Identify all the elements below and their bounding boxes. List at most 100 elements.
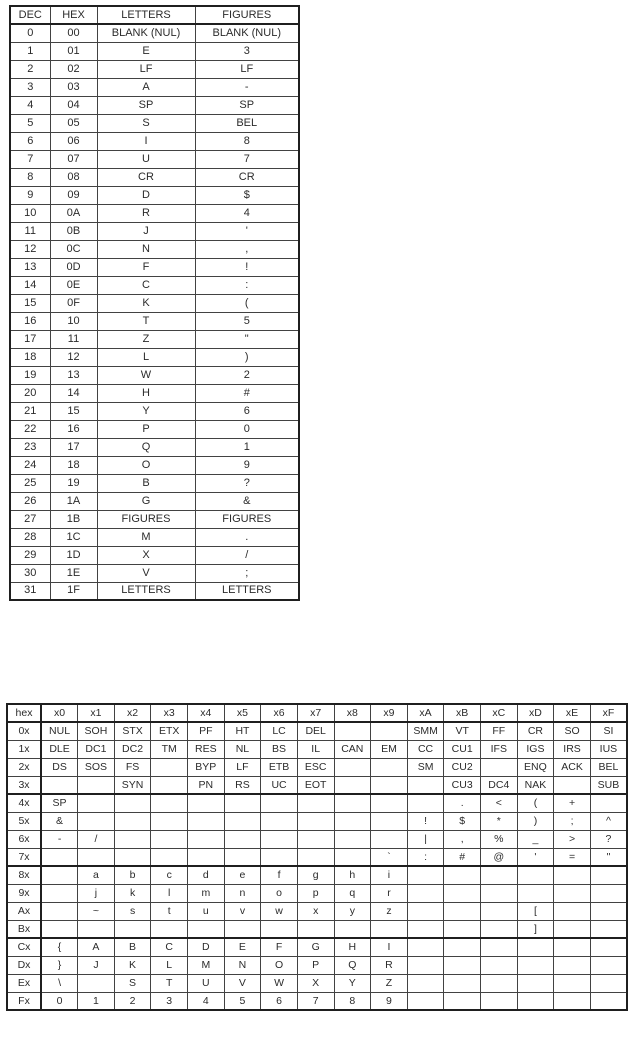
table-cell (223, 847, 262, 867)
table-cell: K (96, 293, 196, 313)
table-cell: DC2 (113, 739, 152, 759)
table-cell: o (260, 883, 298, 903)
table-cell: G (296, 937, 335, 957)
table-cell: P (296, 955, 335, 975)
column-header: x0 (40, 703, 79, 723)
table-cell: CC (406, 739, 445, 759)
table-cell (516, 883, 555, 903)
table-cell (370, 811, 408, 831)
table-cell: BLANK (NUL) (96, 23, 196, 43)
table-cell: 13 (49, 365, 98, 385)
table-cell: J (96, 221, 196, 241)
table-cell: X (296, 973, 335, 993)
table-cell: D (96, 185, 196, 205)
table-cell: BLANK (NUL) (194, 23, 300, 43)
table-cell: j (77, 883, 115, 903)
table-cell: 24 (9, 455, 51, 475)
table-cell: } (40, 955, 79, 975)
table-cell: O (96, 455, 196, 475)
table-cell: DC4 (480, 775, 518, 795)
table-cell: 22 (9, 419, 51, 439)
table-cell (443, 973, 481, 993)
table-cell: T (96, 311, 196, 331)
table-cell: 0 (194, 419, 300, 439)
table-cell: 19 (9, 365, 51, 385)
table-cell: Z (370, 973, 408, 993)
table-cell (113, 829, 152, 849)
table-cell: 8 (333, 991, 372, 1011)
table-cell (40, 775, 79, 795)
table-cell (553, 865, 591, 885)
table-cell: NL (223, 739, 262, 759)
table-cell: NAK (516, 775, 555, 795)
table-cell: 25 (9, 473, 51, 493)
table-cell: 0B (49, 221, 98, 241)
table-cell: SI (589, 721, 628, 741)
table-cell (480, 865, 518, 885)
table-cell: z (370, 901, 408, 921)
table-cell: I (370, 937, 408, 957)
table-cell: 6 (194, 401, 300, 421)
table-cell: _ (516, 829, 555, 849)
table-cell: { (40, 937, 79, 957)
table-row: 2x DS SOS FS BYP LF ETB ESC SM CU2 ENQ ACK BEL (6, 757, 628, 777)
table-cell: M (96, 527, 196, 547)
table-cell (40, 883, 79, 903)
table-row: 18 12 L) (9, 347, 300, 367)
table-row: Bx] (6, 919, 628, 939)
row-label: Cx (6, 937, 42, 957)
table-cell: ESC (296, 757, 335, 777)
table-cell: 03 (49, 77, 98, 97)
table-cell: 6 (9, 131, 51, 151)
table-cell (480, 757, 518, 777)
table-cell: 6 (260, 991, 298, 1011)
table-cell: u (187, 901, 225, 921)
table-cell (443, 901, 481, 921)
table-row: 0x NUL SOH STX ETX PF HT LC DEL SMM VT FF CR SO SI (6, 721, 628, 741)
table-cell: 1F (49, 581, 98, 601)
table-cell: J (77, 955, 115, 975)
table-cell: SOS (77, 757, 115, 777)
table-cell: 0E (49, 275, 98, 295)
table-cell (406, 793, 445, 813)
table-cell: CR (194, 167, 300, 187)
table-cell: 5 (223, 991, 262, 1011)
table-cell (333, 775, 372, 795)
table-row: 28 1C M. (9, 527, 300, 547)
table-cell: 15 (9, 293, 51, 313)
table-cell: 0 (9, 23, 51, 43)
table-cell: ^ (589, 811, 628, 831)
table-cell: I (96, 131, 196, 151)
table-cell: ( (516, 793, 555, 813)
table-row: 31 1F LETTERS LETTERS (9, 581, 300, 601)
table-cell: 01 (49, 41, 98, 61)
table-cell: O (260, 955, 298, 975)
table-cell (113, 847, 152, 867)
table-cell (333, 793, 372, 813)
row-label: 8x (6, 865, 42, 885)
table-cell: a (77, 865, 115, 885)
table-cell (187, 847, 225, 867)
column-header: x9 (370, 703, 408, 723)
table-cell (223, 919, 262, 939)
table-cell (223, 829, 262, 849)
row-label: Fx (6, 991, 42, 1011)
table-row: 8 08 CR CR (9, 167, 300, 187)
table-cell (370, 775, 408, 795)
table-cell (370, 919, 408, 939)
table-row: Ax ~ s t u v w x y z [ (6, 901, 628, 921)
table-cell (516, 865, 555, 885)
table-cell (333, 721, 372, 741)
table-cell: SO (553, 721, 591, 741)
table-cell (296, 919, 335, 939)
table-cell: SP (40, 793, 79, 813)
table-cell: q (333, 883, 372, 903)
column-header: x7 (296, 703, 335, 723)
table-cell: 26 (9, 491, 51, 511)
table-cell: BEL (194, 113, 300, 133)
row-label: 6x (6, 829, 42, 849)
header-row: hex x0 x1 x2 x3 x4 x5 x6 x7 x8 x9 xA xB xC xD xE xF (6, 703, 628, 723)
table-cell: BYP (187, 757, 225, 777)
table-cell: 08 (49, 167, 98, 187)
table-cell: IFS (480, 739, 518, 759)
